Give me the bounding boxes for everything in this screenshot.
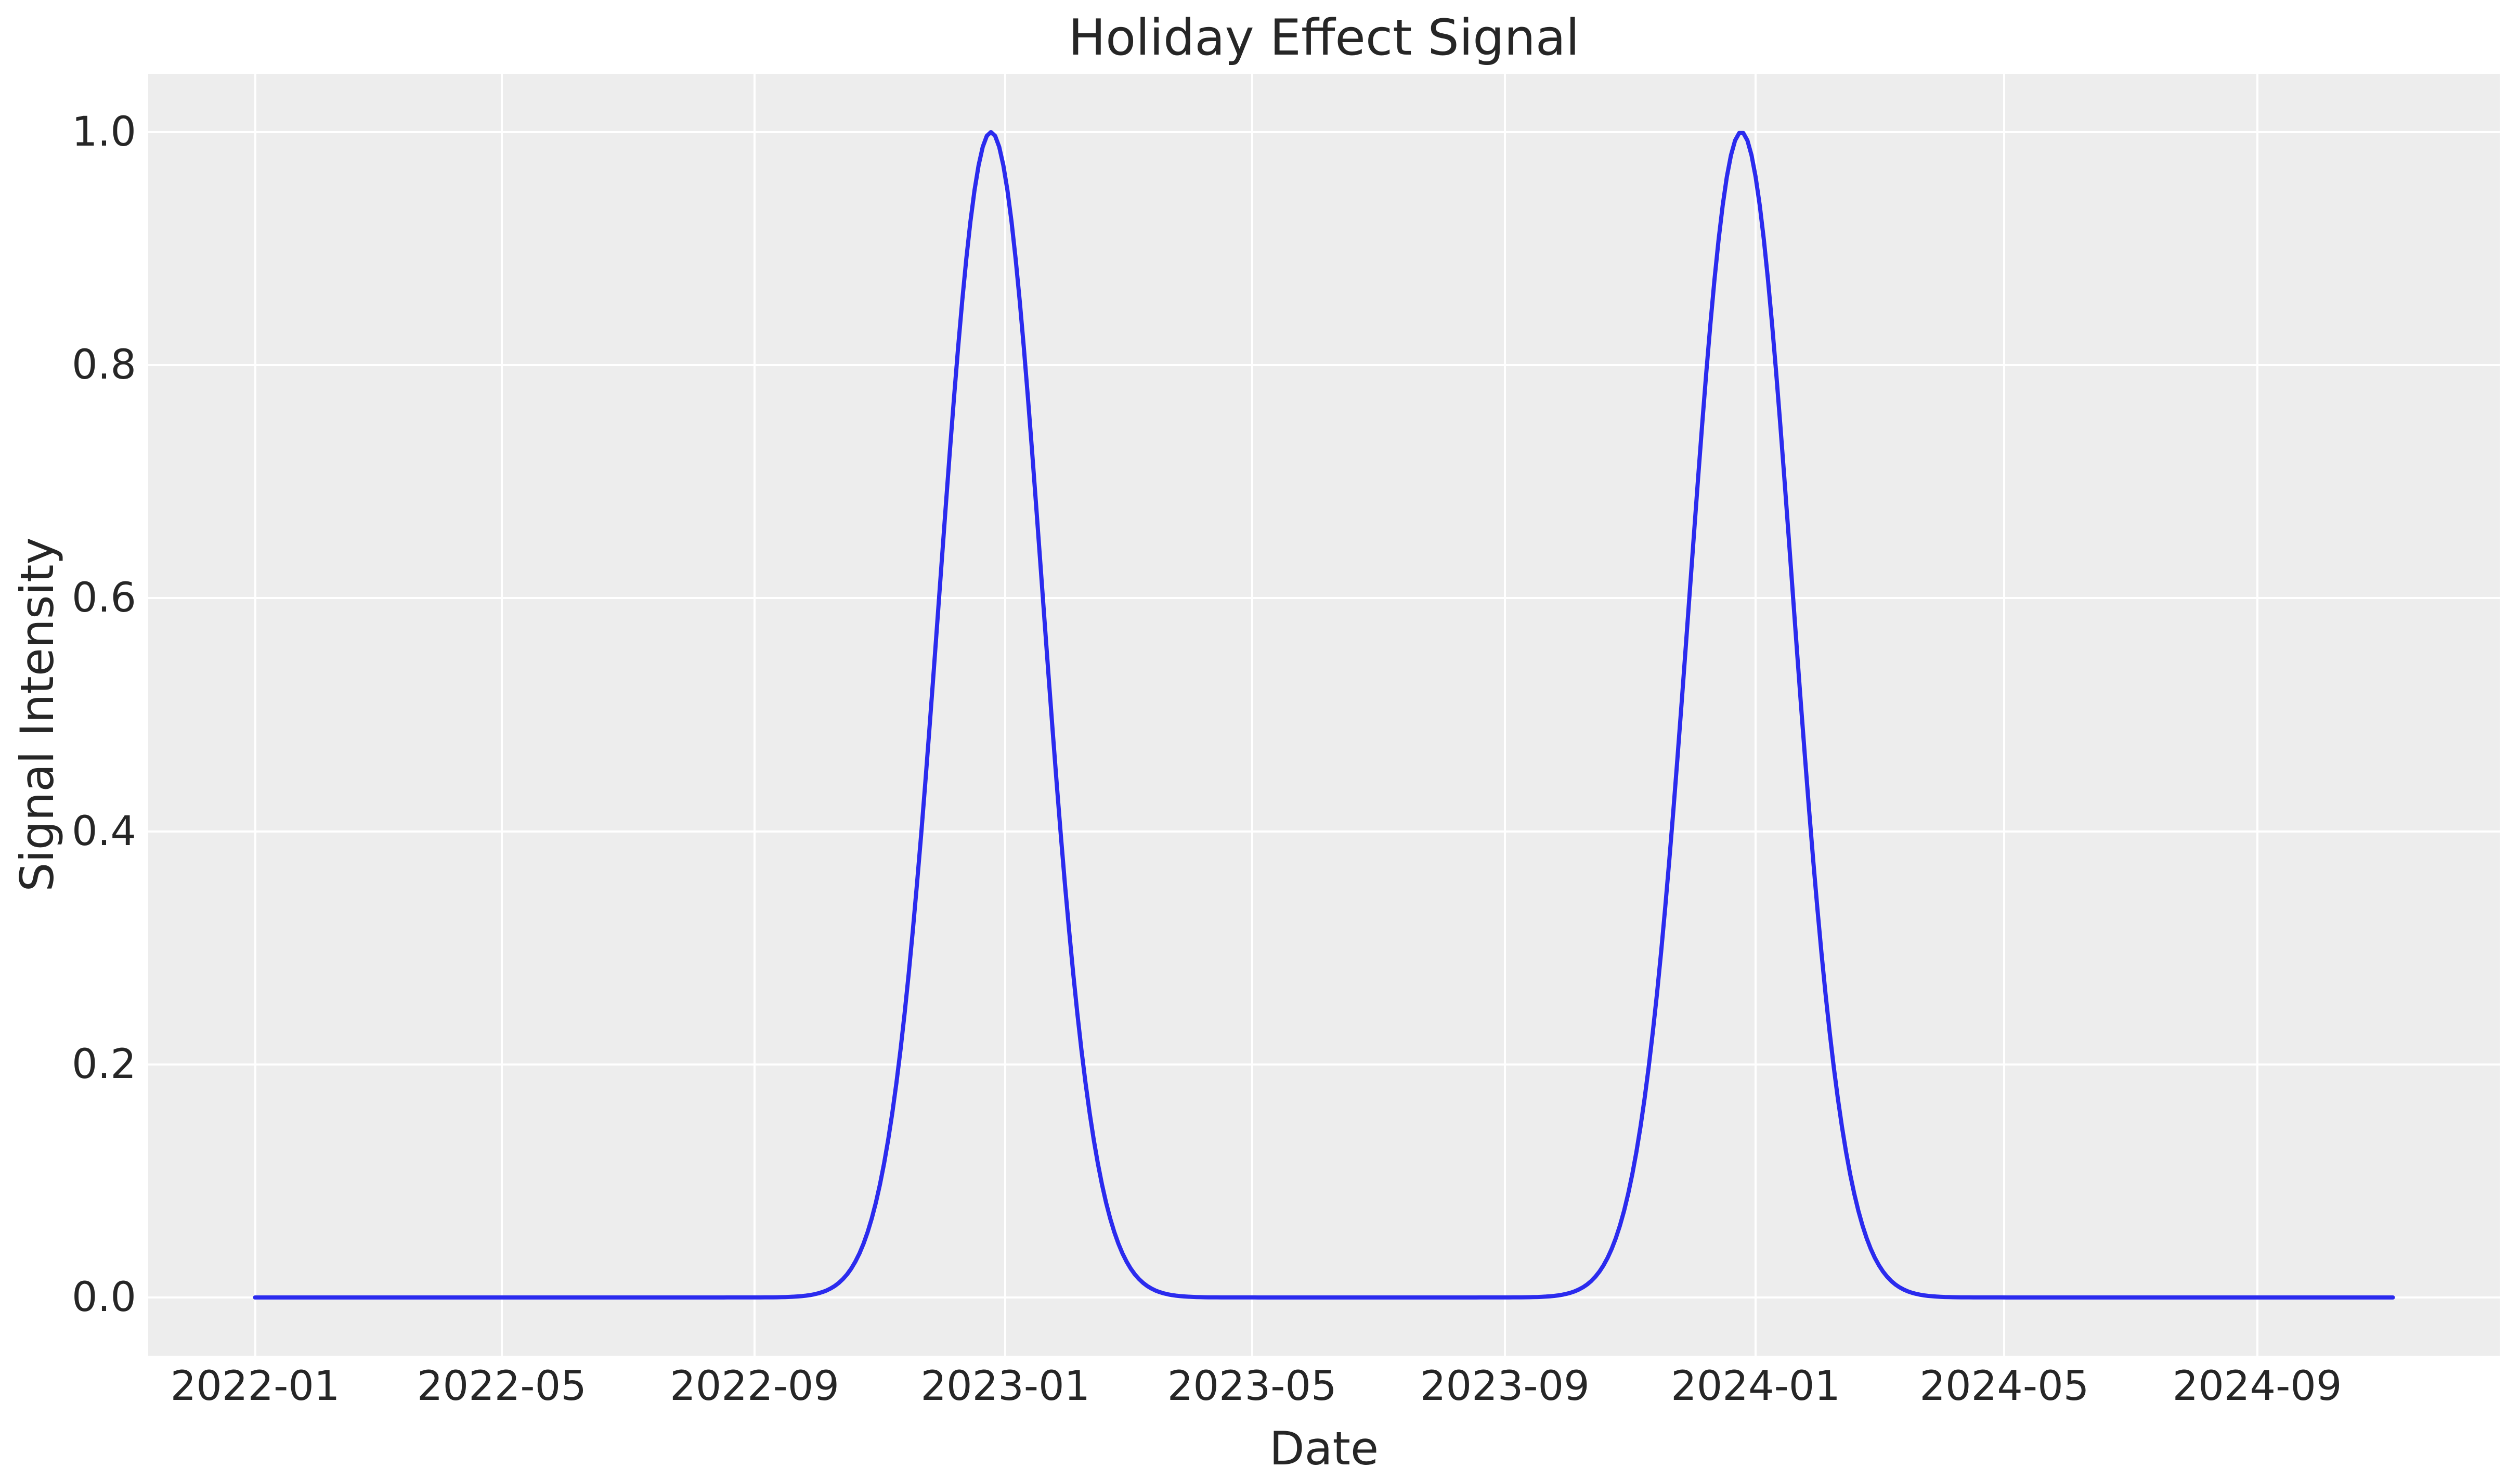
y-tick-label: 1.0 [71, 109, 136, 156]
y-gridline [148, 131, 2500, 134]
y-tick-label: 0.2 [71, 1041, 136, 1088]
x-tick-label: 2023-01 [920, 1363, 1090, 1410]
y-tick-label: 0.0 [71, 1274, 136, 1321]
y-tick-label: 0.4 [71, 808, 136, 855]
plot-canvas [253, 130, 2395, 1300]
x-gridline [1251, 74, 1253, 1356]
y-tick-label: 0.6 [71, 575, 136, 622]
chart-title: Holiday Effect Signal [1068, 9, 1580, 67]
x-gridline [254, 74, 256, 1356]
x-tick-label: 2022-05 [417, 1363, 587, 1410]
x-tick-label: 2024-05 [1919, 1363, 2089, 1410]
plot-area [148, 74, 2500, 1356]
x-tick-label: 2022-01 [170, 1363, 340, 1410]
x-gridline [754, 74, 756, 1356]
y-gridline [148, 1063, 2500, 1066]
x-gridline [1755, 74, 1757, 1356]
x-gridline [1503, 74, 1506, 1356]
x-axis-label: Date [1269, 1422, 1379, 1475]
x-gridline [2003, 74, 2006, 1356]
x-tick-label: 2023-05 [1167, 1363, 1337, 1410]
y-tick-label: 0.8 [71, 342, 136, 389]
y-gridline [148, 364, 2500, 367]
x-gridline [500, 74, 503, 1356]
y-axis-label: Signal Intensity [10, 537, 64, 892]
y-gridline [148, 830, 2500, 833]
x-gridline [2256, 74, 2258, 1356]
x-tick-label: 2024-09 [2172, 1363, 2342, 1410]
plot-panel-background [148, 74, 2500, 1356]
signal-line [253, 130, 2395, 1300]
y-gridline [148, 597, 2500, 600]
x-tick-label: 2023-09 [1420, 1363, 1590, 1410]
x-gridline [1004, 74, 1007, 1356]
x-tick-label: 2022-09 [670, 1363, 840, 1410]
x-tick-label: 2024-01 [1671, 1363, 1841, 1410]
